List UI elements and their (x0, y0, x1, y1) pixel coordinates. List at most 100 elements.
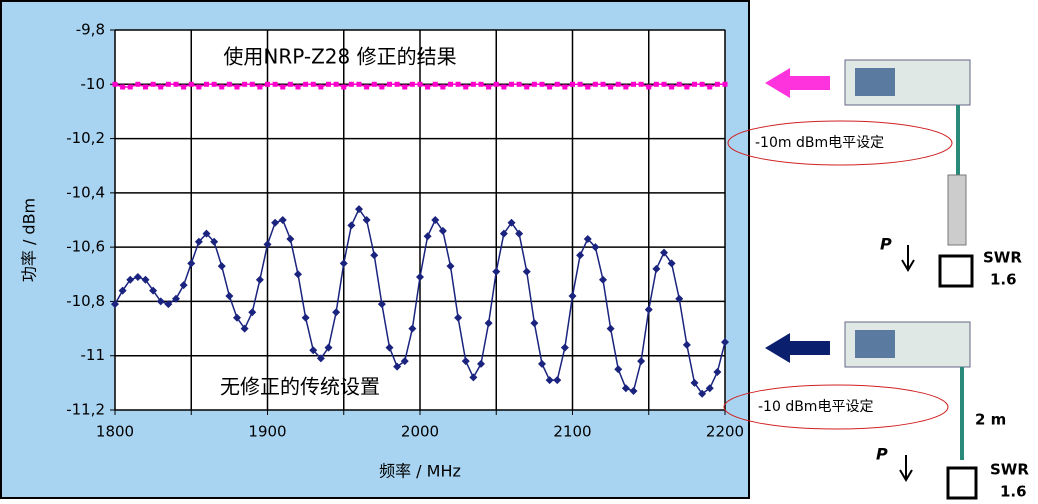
annotation: 无修正的传统设置 (220, 375, 380, 399)
point (418, 82, 423, 87)
point (494, 82, 499, 87)
point (250, 82, 255, 87)
y-tick-label: -10,8 (66, 292, 105, 310)
point (524, 85, 529, 90)
point (578, 82, 583, 87)
point (189, 82, 194, 87)
point (212, 82, 217, 87)
point (646, 85, 651, 90)
annotation: 使用NRP-Z28 修正的结果 (223, 45, 456, 69)
point (227, 82, 232, 87)
screen (855, 330, 895, 358)
point (196, 85, 201, 90)
setting-label: -10 dBm电平设定 (758, 399, 873, 415)
point (296, 85, 301, 90)
point (425, 85, 430, 90)
point (318, 85, 323, 90)
point (204, 82, 209, 87)
point (120, 85, 125, 90)
point (471, 82, 476, 87)
cable-length: 2 m (975, 411, 1006, 429)
point (158, 85, 163, 90)
point (235, 85, 240, 90)
point (341, 85, 346, 90)
point (326, 82, 331, 87)
arrow (900, 455, 912, 480)
arrow (765, 333, 830, 363)
point (677, 82, 682, 87)
point (402, 85, 407, 90)
point (593, 82, 598, 87)
load-label: SWR (983, 249, 1022, 267)
point (601, 82, 606, 87)
point (540, 82, 545, 87)
point (631, 82, 636, 87)
figure: -9,8-10-10,2-10,4-10,6-10,8-11-11,218001… (0, 0, 1038, 500)
sensor (948, 175, 966, 245)
load-label: 1.6 (1000, 483, 1027, 501)
arrow (902, 245, 914, 270)
point (570, 82, 575, 87)
point (349, 82, 354, 87)
power-label: P (876, 445, 888, 464)
point (166, 82, 171, 87)
point (669, 85, 674, 90)
point (433, 82, 438, 87)
load (948, 468, 976, 498)
point (128, 85, 133, 90)
point (463, 85, 468, 90)
y-tick-label: -9,8 (76, 21, 105, 39)
y-tick-label: -10 (81, 75, 106, 93)
point (707, 85, 712, 90)
point (334, 82, 339, 87)
y-tick-label: -11,2 (66, 401, 105, 419)
load-label: SWR (990, 461, 1029, 479)
point (135, 82, 140, 87)
point (303, 82, 308, 87)
point (486, 85, 491, 90)
point (273, 82, 278, 87)
point (479, 82, 484, 87)
y-tick-label: -10,4 (66, 183, 105, 201)
y-tick-label: -10,2 (66, 129, 105, 147)
x-tick-label: 2100 (553, 423, 591, 441)
point (219, 85, 224, 90)
point (547, 85, 552, 90)
screen (855, 68, 895, 96)
point (280, 85, 285, 90)
point (257, 85, 262, 90)
point (113, 82, 118, 87)
point (379, 85, 384, 90)
point (448, 82, 453, 87)
point (456, 82, 461, 87)
point (311, 82, 316, 87)
load-label: 1.6 (990, 271, 1017, 289)
point (639, 82, 644, 87)
point (357, 82, 362, 87)
power-label: P (880, 235, 892, 254)
point (181, 85, 186, 90)
point (555, 82, 560, 87)
point (623, 85, 628, 90)
point (509, 82, 514, 87)
point (387, 82, 392, 87)
point (410, 82, 415, 87)
x-tick-label: 2200 (706, 423, 744, 441)
x-axis-title: 频率 / MHz (379, 462, 461, 481)
arrow (765, 68, 830, 98)
setting-label: -10m dBm电平设定 (755, 135, 884, 151)
y-tick-label: -11 (81, 346, 106, 364)
point (151, 82, 156, 87)
y-axis-title: 功率 / dBm (20, 198, 39, 282)
page: {"chart_data": {"type": "line", "annotat… (0, 0, 1038, 504)
point (395, 82, 400, 87)
point (532, 82, 537, 87)
point (440, 85, 445, 90)
point (562, 85, 567, 90)
diagram: -10m dBm电平设定 -10 dBm电平设定 P P SWR 1.6 SWR… (724, 60, 1029, 500)
point (608, 85, 613, 90)
point (654, 82, 659, 87)
x-tick-label: 2000 (401, 423, 439, 441)
point (517, 82, 522, 87)
point (585, 85, 590, 90)
